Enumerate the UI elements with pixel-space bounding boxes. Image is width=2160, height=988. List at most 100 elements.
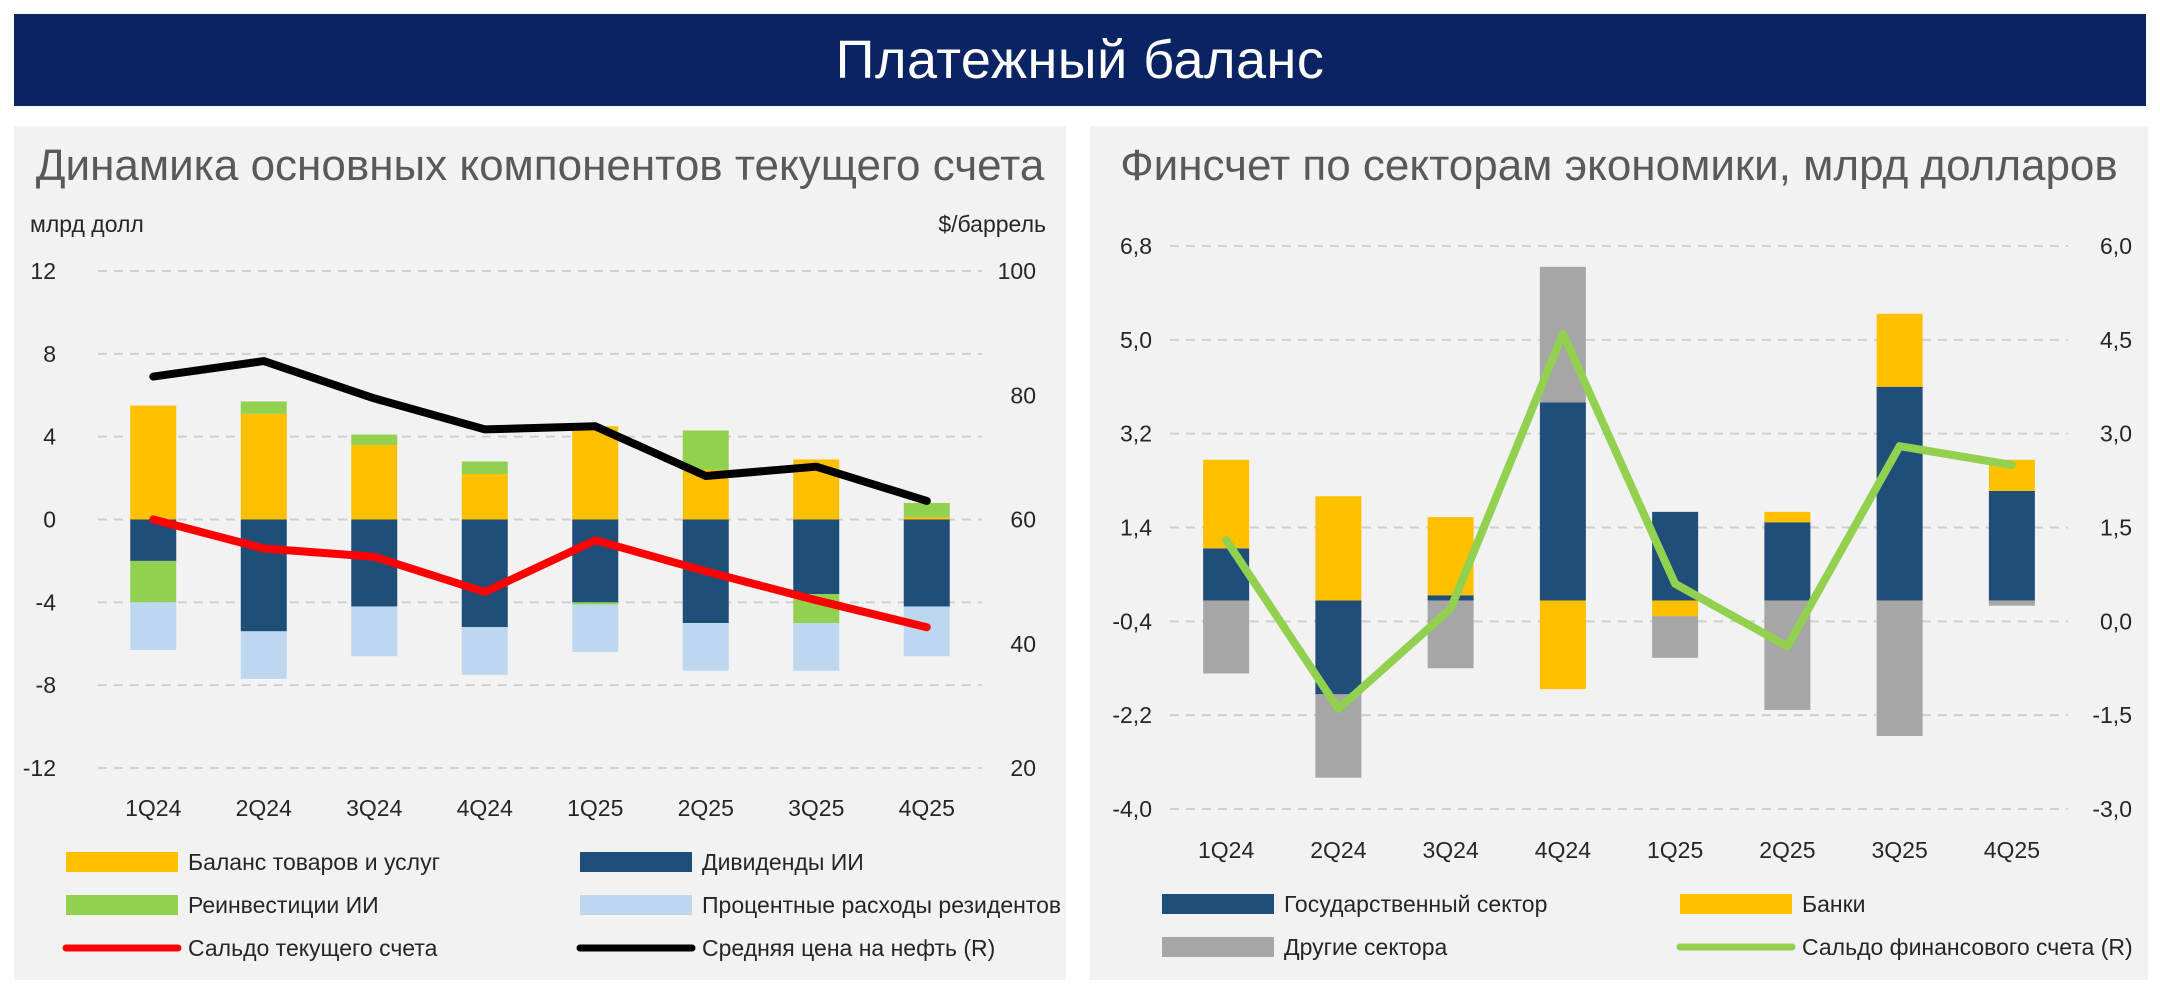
- y2-tick-label: 1,5: [2100, 515, 2132, 541]
- y2-tick-label: -1,5: [2092, 702, 2132, 728]
- bar-процентные-расходы-резидентов-3q24: [351, 606, 398, 657]
- y2-tick-label: 4,5: [2100, 327, 2132, 353]
- bar-series: [1203, 266, 2035, 778]
- bar-государственный-сектор-1q24: [1203, 548, 1250, 601]
- legend-label: Средняя цена на нефть (R): [702, 935, 995, 961]
- current-account-chart-panel: Динамика основных компонентов текущего с…: [14, 126, 1066, 980]
- bar-банки-3q24: [1427, 517, 1474, 596]
- y2-tick-label: 60: [1010, 507, 1036, 533]
- y-tick-label: 8: [43, 341, 56, 367]
- y-tick-label: -2,2: [1112, 702, 1152, 728]
- bar-процентные-расходы-резидентов-1q25: [572, 604, 619, 653]
- bar-процентные-расходы-резидентов-3q25: [793, 623, 840, 671]
- legend-label: Государственный сектор: [1284, 891, 1547, 917]
- legend-label: Сальдо финансового счета (R): [1802, 934, 2133, 960]
- line-series: [1222, 329, 2016, 713]
- x-tick-label: 4Q25: [1984, 837, 2040, 863]
- x-tick-label: 4Q24: [1535, 837, 1591, 863]
- legend: Баланс товаров и услуг Дивиденды ИИ Реинве…: [62, 849, 1061, 961]
- y-tick-label: -4,0: [1112, 796, 1152, 822]
- legend: Государственный сектор Банки Другие сектор…: [1162, 891, 2133, 960]
- y2-tick-label: 40: [1010, 631, 1036, 657]
- bar-реинвестиции-ии-4q25: [903, 502, 950, 518]
- bar-процентные-расходы-резидентов-4q25: [903, 606, 950, 657]
- y-axis-unit: млрд долл: [30, 211, 144, 237]
- x-tick-label: 2Q24: [236, 795, 292, 821]
- bar-дивиденды-ии-1q25: [572, 519, 619, 603]
- legend-label: Баланс товаров и услуг: [188, 849, 440, 875]
- y2-tick-label: 0,0: [2100, 608, 2132, 634]
- y2-axis-unit: $/баррель: [938, 211, 1046, 237]
- y-tick-label: -0,4: [1112, 608, 1152, 634]
- line-сальдо-текущего-счета: [149, 515, 931, 632]
- x-tick-label: 3Q24: [1422, 837, 1478, 863]
- y2-tick-label: 80: [1010, 382, 1036, 408]
- y-tick-label: -4: [36, 589, 57, 615]
- line-сальдо-финансового-счета-r: [1222, 329, 2016, 713]
- x-tick-label: 1Q24: [125, 795, 181, 821]
- y2-tick-label: 6,0: [2100, 233, 2132, 259]
- bar-банки-3q25: [1876, 313, 1923, 387]
- bar-реинвестиции-ии-4q24: [461, 461, 508, 474]
- bar-процентные-расходы-резидентов-1q24: [130, 602, 177, 650]
- legend-swatch: [1680, 894, 1792, 914]
- legend-label: Дивиденды ИИ: [702, 849, 864, 875]
- legend-swatch: [1162, 937, 1274, 957]
- bar-банки-2q24: [1315, 496, 1362, 601]
- legend-swatch: [66, 852, 178, 872]
- legend-swatch: [580, 895, 692, 915]
- bar-реинвестиции-ии-3q24: [351, 434, 398, 445]
- gridlines: [1170, 245, 2068, 810]
- legend-swatch: [580, 852, 692, 872]
- line-средняя-цена-на-нефть-r: [149, 357, 931, 505]
- bar-банки-4q24: [1539, 600, 1586, 690]
- y2-tick-label: -3,0: [2092, 796, 2132, 822]
- y-tick-label: -8: [36, 672, 56, 698]
- x-tick-label: 3Q24: [346, 795, 402, 821]
- page-banner: Платежный баланс: [14, 14, 2146, 106]
- bar-дивиденды-ии-4q24: [461, 519, 508, 628]
- legend-label: Банки: [1802, 891, 1866, 917]
- legend-label: Сальдо текущего счета: [188, 935, 438, 961]
- bar-реинвестиции-ии-2q25: [682, 430, 729, 470]
- y-tick-label: 3,2: [1120, 421, 1152, 447]
- chart-title: Динамика основных компонентов текущего с…: [36, 141, 1045, 190]
- bar-банки-2q25: [1764, 511, 1811, 523]
- y2-tick-label: 100: [998, 258, 1036, 284]
- current-account-chart: Динамика основных компонентов текущего с…: [23, 141, 1061, 961]
- axis-ticks: 6,8 5,0 3,2 1,4 -0,4 -2,2 -4,0 6,0 4,5 3,0 1,5 0,0 -…: [1112, 233, 2132, 863]
- y-tick-label: 0: [43, 507, 56, 533]
- financial-account-chart: Финсчет по секторам экономики, млрд долл…: [1112, 141, 2133, 960]
- chart-title: Финсчет по секторам экономики, млрд долл…: [1120, 141, 2118, 190]
- legend-label: Другие сектора: [1284, 934, 1447, 960]
- bar-государственный-сектор-4q24: [1539, 402, 1586, 601]
- y-tick-label: 12: [30, 258, 56, 284]
- bar-дивиденды-ии-2q24: [240, 519, 287, 632]
- x-tick-label: 1Q25: [1647, 837, 1703, 863]
- y-tick-label: 6,8: [1120, 233, 1152, 259]
- bar-реинвестиции-ии-2q24: [240, 401, 287, 414]
- y-tick-label: -12: [23, 755, 56, 781]
- bar-баланс-товаров-и-услуг-3q24: [351, 444, 398, 520]
- line-series: [149, 357, 931, 632]
- x-tick-label: 2Q24: [1310, 837, 1366, 863]
- x-tick-label: 2Q25: [1759, 837, 1815, 863]
- bar-процентные-расходы-резидентов-4q24: [461, 627, 508, 675]
- bar-другие-сектора-4q25: [1988, 600, 2035, 606]
- bar-дивиденды-ии-3q25: [793, 519, 840, 595]
- y2-tick-label: 3,0: [2100, 421, 2132, 447]
- bar-реинвестиции-ии-1q25: [572, 602, 619, 605]
- bar-series: [130, 401, 950, 679]
- x-tick-label: 1Q24: [1198, 837, 1254, 863]
- x-tick-label: 4Q25: [899, 795, 955, 821]
- gridlines: [98, 270, 982, 769]
- x-tick-label: 3Q25: [1871, 837, 1927, 863]
- x-tick-label: 2Q25: [678, 795, 734, 821]
- y2-tick-label: 20: [1010, 755, 1036, 781]
- bar-государственный-сектор-3q25: [1876, 386, 1923, 601]
- bar-банки-1q24: [1203, 459, 1250, 549]
- bar-баланс-товаров-и-услуг-1q24: [130, 405, 177, 520]
- bar-баланс-товаров-и-услуг-1q25: [572, 426, 619, 520]
- financial-account-chart-panel: Финсчет по секторам экономики, млрд долл…: [1090, 126, 2148, 980]
